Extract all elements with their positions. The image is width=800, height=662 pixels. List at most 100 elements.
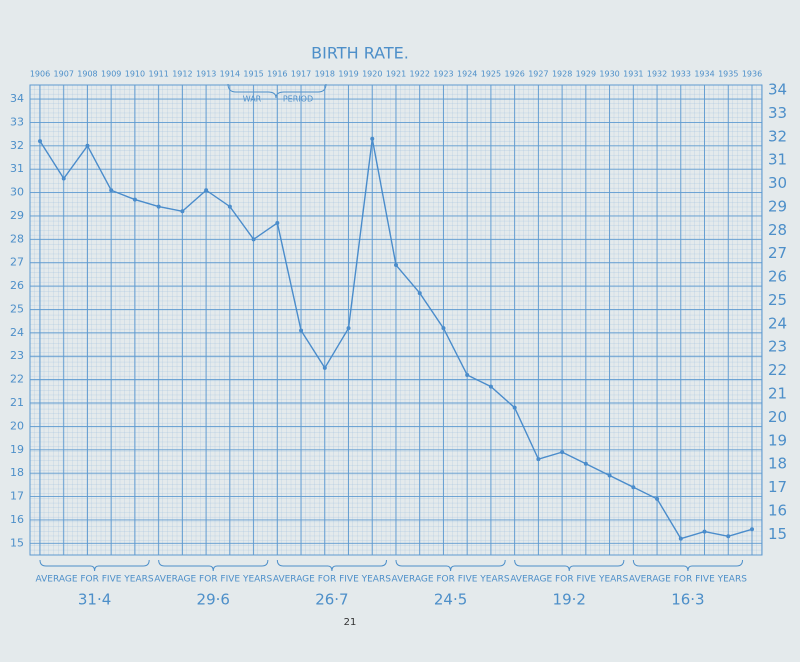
y2-tick-label: 22 — [768, 361, 787, 379]
x-tick-label: 1910 — [125, 70, 145, 79]
x-tick-label: 1917 — [291, 70, 311, 79]
page-number: 21 — [344, 617, 357, 628]
y2-tick-label: 27 — [768, 244, 787, 262]
x-tick-label: 1936 — [742, 70, 762, 79]
x-tick-label: 1916 — [267, 70, 287, 79]
y2-tick-label: 23 — [768, 338, 787, 356]
x-tick-label: 1934 — [694, 70, 714, 79]
y-tick-label: 20 — [10, 419, 24, 432]
x-tick-label: 1909 — [101, 70, 121, 79]
y-tick-label: 34 — [10, 92, 24, 105]
average-label: AVERAGE FOR FIVE YEARS — [36, 575, 154, 585]
y-tick-label: 22 — [10, 373, 24, 386]
data-point — [180, 209, 185, 214]
y2-tick-label: 15 — [768, 525, 787, 543]
average-bracket — [158, 559, 269, 572]
x-tick-label: 1928 — [552, 70, 572, 79]
data-point — [394, 263, 398, 268]
average-bracket — [514, 559, 625, 572]
data-point — [38, 139, 42, 144]
x-tick-label: 1935 — [718, 70, 738, 79]
data-point — [655, 496, 660, 501]
y2-tick-label: 32 — [768, 127, 787, 145]
average-value: 24·5 — [434, 591, 467, 609]
x-tick-label: 1911 — [148, 70, 168, 79]
x-tick-label: 1926 — [504, 70, 524, 79]
x-tick-label: 1920 — [362, 70, 382, 79]
x-tick-label: 1913 — [196, 70, 216, 79]
x-tick-label: 1927 — [528, 70, 548, 79]
average-value: 19·2 — [553, 591, 586, 609]
x-tick-label: 1918 — [315, 70, 335, 79]
data-point — [299, 328, 304, 333]
average-value: 16·3 — [671, 591, 704, 609]
average-bracket — [395, 559, 506, 572]
data-point — [61, 176, 66, 181]
data-point — [560, 450, 565, 455]
x-tick-label: 1924 — [457, 70, 477, 79]
data-point — [441, 326, 446, 331]
data-point — [227, 204, 232, 209]
y-tick-label: 33 — [10, 115, 24, 128]
x-tick-label: 1925 — [481, 70, 501, 79]
y-tick-label: 17 — [10, 490, 24, 503]
x-tick-label: 1930 — [599, 70, 619, 79]
chart-title: BIRTH RATE. — [311, 44, 409, 63]
average-value: 31·4 — [78, 591, 111, 609]
data-point — [85, 143, 90, 148]
x-tick-label: 1912 — [172, 70, 192, 79]
data-point — [512, 405, 517, 410]
x-tick-label: 1933 — [671, 70, 691, 79]
data-point — [678, 536, 683, 541]
data-point — [370, 136, 375, 141]
data-point — [204, 188, 209, 193]
y2-tick-label: 21 — [768, 385, 787, 403]
y-tick-label: 29 — [10, 209, 24, 222]
y2-tick-label: 29 — [768, 197, 787, 215]
y2-tick-label: 31 — [768, 151, 787, 169]
y-tick-label: 16 — [10, 513, 24, 526]
y2-tick-label: 18 — [768, 455, 787, 473]
x-tick-label: 1919 — [338, 70, 358, 79]
y2-tick-label: 17 — [768, 478, 787, 496]
y-tick-label: 21 — [10, 396, 24, 409]
x-tick-label: 1915 — [243, 70, 263, 79]
x-tick-label: 1908 — [77, 70, 97, 79]
y-tick-label: 26 — [10, 279, 24, 292]
average-label: AVERAGE FOR FIVE YEARS — [392, 575, 510, 585]
y2-tick-label: 33 — [768, 104, 787, 122]
data-point — [488, 384, 493, 389]
y-tick-label: 32 — [10, 139, 24, 152]
y2-tick-label: 26 — [768, 268, 787, 286]
y-tick-label: 23 — [10, 349, 24, 362]
data-point — [607, 473, 612, 478]
y2-tick-label: 20 — [768, 408, 787, 426]
data-point — [132, 197, 137, 202]
y-tick-label: 31 — [10, 162, 24, 175]
y-tick-label: 15 — [10, 536, 24, 549]
y-tick-label: 25 — [10, 302, 24, 315]
y-tick-label: 19 — [10, 443, 24, 456]
x-tick-label: 1929 — [576, 70, 596, 79]
y2-tick-label: 30 — [768, 174, 787, 192]
average-value: 29·6 — [197, 591, 230, 609]
average-label: AVERAGE FOR FIVE YEARS — [629, 575, 747, 585]
data-point — [322, 365, 327, 370]
y-tick-label: 30 — [10, 186, 24, 199]
x-tick-label: 1923 — [433, 70, 453, 79]
average-value: 26·7 — [315, 591, 348, 609]
x-tick-label: 1907 — [54, 70, 74, 79]
y2-tick-label: 19 — [768, 431, 787, 449]
y2-tick-label: 24 — [768, 314, 787, 332]
average-label: AVERAGE FOR FIVE YEARS — [510, 575, 628, 585]
data-point — [465, 372, 470, 377]
average-bracket — [632, 559, 744, 572]
x-tick-label: 1922 — [410, 70, 430, 79]
y2-tick-label: 28 — [768, 221, 787, 239]
data-point — [726, 534, 731, 539]
data-point — [583, 461, 588, 466]
y2-tick-label: 34 — [768, 81, 787, 99]
average-label: AVERAGE FOR FIVE YEARS — [273, 575, 391, 585]
war-bracket — [227, 83, 327, 99]
x-tick-label: 1914 — [220, 70, 240, 79]
